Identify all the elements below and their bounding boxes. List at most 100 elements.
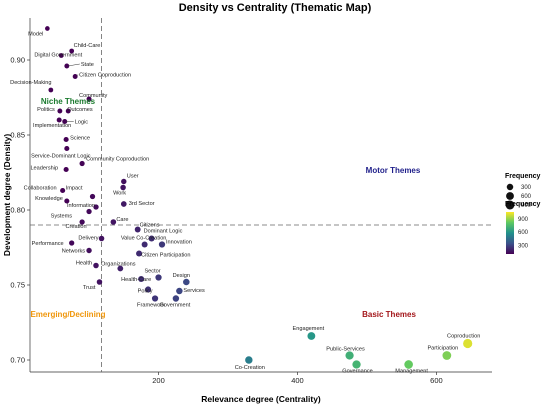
point-label: Health [76, 261, 92, 267]
data-point [173, 295, 179, 301]
quadrant-label-niche: Niche Themes [41, 97, 96, 106]
size-legend-circle [507, 184, 513, 190]
color-legend-bar [506, 212, 514, 254]
data-point [90, 194, 95, 199]
data-point [442, 351, 451, 360]
point-label: Networks [62, 249, 86, 255]
data-point [142, 241, 148, 247]
data-point [307, 332, 315, 340]
quadrant-label-emerging: Emerging/Declining [30, 310, 105, 319]
point-label: Performance [32, 241, 64, 247]
data-point [97, 279, 103, 285]
size-legend-title: Frequency [505, 173, 541, 180]
point-label: Systems [51, 214, 73, 220]
point-label: Implementation [33, 123, 71, 129]
data-point [93, 263, 99, 269]
quadrant-label-motor: Motor Themes [366, 166, 421, 175]
y-tick-label: 0.90 [10, 56, 25, 65]
label-leader-line [68, 64, 80, 66]
point-label: Impact [66, 186, 83, 192]
point-label: Engagement [293, 326, 325, 332]
data-point [45, 26, 50, 31]
data-point [69, 240, 74, 245]
point-label: Citizen Coproduction [79, 73, 131, 79]
y-tick-label: 0.75 [10, 281, 25, 290]
point-label: Coproduction [447, 334, 480, 340]
point-label: Science [70, 136, 90, 142]
point-label: Innovation [166, 240, 192, 246]
data-point [345, 351, 353, 359]
point-label: Outcomes [67, 107, 93, 113]
point-label: Leadership [30, 166, 58, 172]
size-legend-label: 300 [521, 185, 532, 191]
x-axis-title: Relevance degree (Centrality) [201, 394, 321, 404]
point-label: Services [183, 288, 205, 294]
x-tick-label: 600 [430, 376, 443, 385]
data-point [352, 360, 360, 368]
point-label: Dominant Logic [144, 229, 183, 235]
point-label: Public-Services [326, 347, 365, 353]
data-point [86, 248, 91, 253]
data-point [64, 146, 69, 151]
point-label: Citizen Participation [141, 253, 190, 259]
point-labels: Model Child-Care Digital Government State Ci… [10, 32, 480, 375]
color-legend-label: 300 [518, 243, 529, 249]
data-point [73, 74, 78, 79]
point-label: Digital Government [34, 53, 82, 59]
quadrant-label-basic: Basic Themes [362, 310, 416, 319]
data-point [245, 356, 252, 363]
data-point [121, 201, 127, 207]
data-point [176, 288, 182, 294]
y-tick-label: 0.85 [10, 131, 25, 140]
point-label: Information [67, 203, 95, 209]
point-label: Management [395, 369, 428, 375]
point-label: Health-Care [121, 277, 151, 283]
point-label: Policy [138, 289, 153, 295]
x-tick-label: 200 [152, 376, 165, 385]
color-legend-label: 600 [518, 230, 529, 236]
y-tick-label: 0.70 [10, 356, 25, 365]
point-label: 3rd Sector [129, 201, 155, 207]
color-legend-label: 900 [518, 217, 529, 223]
point-label: Trust [83, 285, 96, 291]
point-label: Child-Care [74, 43, 101, 49]
data-point [48, 88, 53, 93]
point-label: Community Coproduction [86, 157, 149, 163]
point-label: Model [28, 32, 43, 38]
data-point [64, 137, 69, 142]
point-label: Participation [427, 346, 458, 352]
point-label: Governance [342, 369, 372, 375]
data-point [155, 274, 161, 280]
data-point [99, 236, 105, 242]
data-point [57, 109, 62, 114]
point-label: Creation [66, 224, 87, 230]
data-point [183, 279, 190, 286]
point-label: Knowledge [35, 196, 63, 202]
x-tick-label: 400 [291, 376, 304, 385]
data-point [121, 179, 126, 184]
data-point [152, 295, 158, 301]
point-label: Delivery [78, 236, 98, 242]
data-point [60, 188, 65, 193]
size-legend-circle [506, 192, 514, 200]
point-label: Politics [37, 107, 55, 113]
data-point [111, 219, 117, 225]
data-point [57, 118, 62, 123]
color-legend-title: Frequency [505, 201, 541, 208]
data-point [80, 161, 85, 166]
point-label: Sector [144, 269, 160, 275]
point-label: Care [116, 217, 128, 223]
point-label: Organizations [101, 262, 136, 268]
y-tick-label: 0.80 [10, 206, 25, 215]
data-point [64, 167, 69, 172]
point-label: Government [160, 303, 191, 309]
point-label: Logic [75, 120, 89, 126]
size-legend-label: 600 [521, 194, 532, 200]
point-label: Collaboration [24, 186, 57, 192]
data-point [120, 185, 126, 191]
point-label: State [81, 62, 94, 68]
point-label: User [127, 174, 139, 180]
y-axis-title: Development degree (Density) [2, 134, 12, 257]
data-point [159, 241, 165, 247]
